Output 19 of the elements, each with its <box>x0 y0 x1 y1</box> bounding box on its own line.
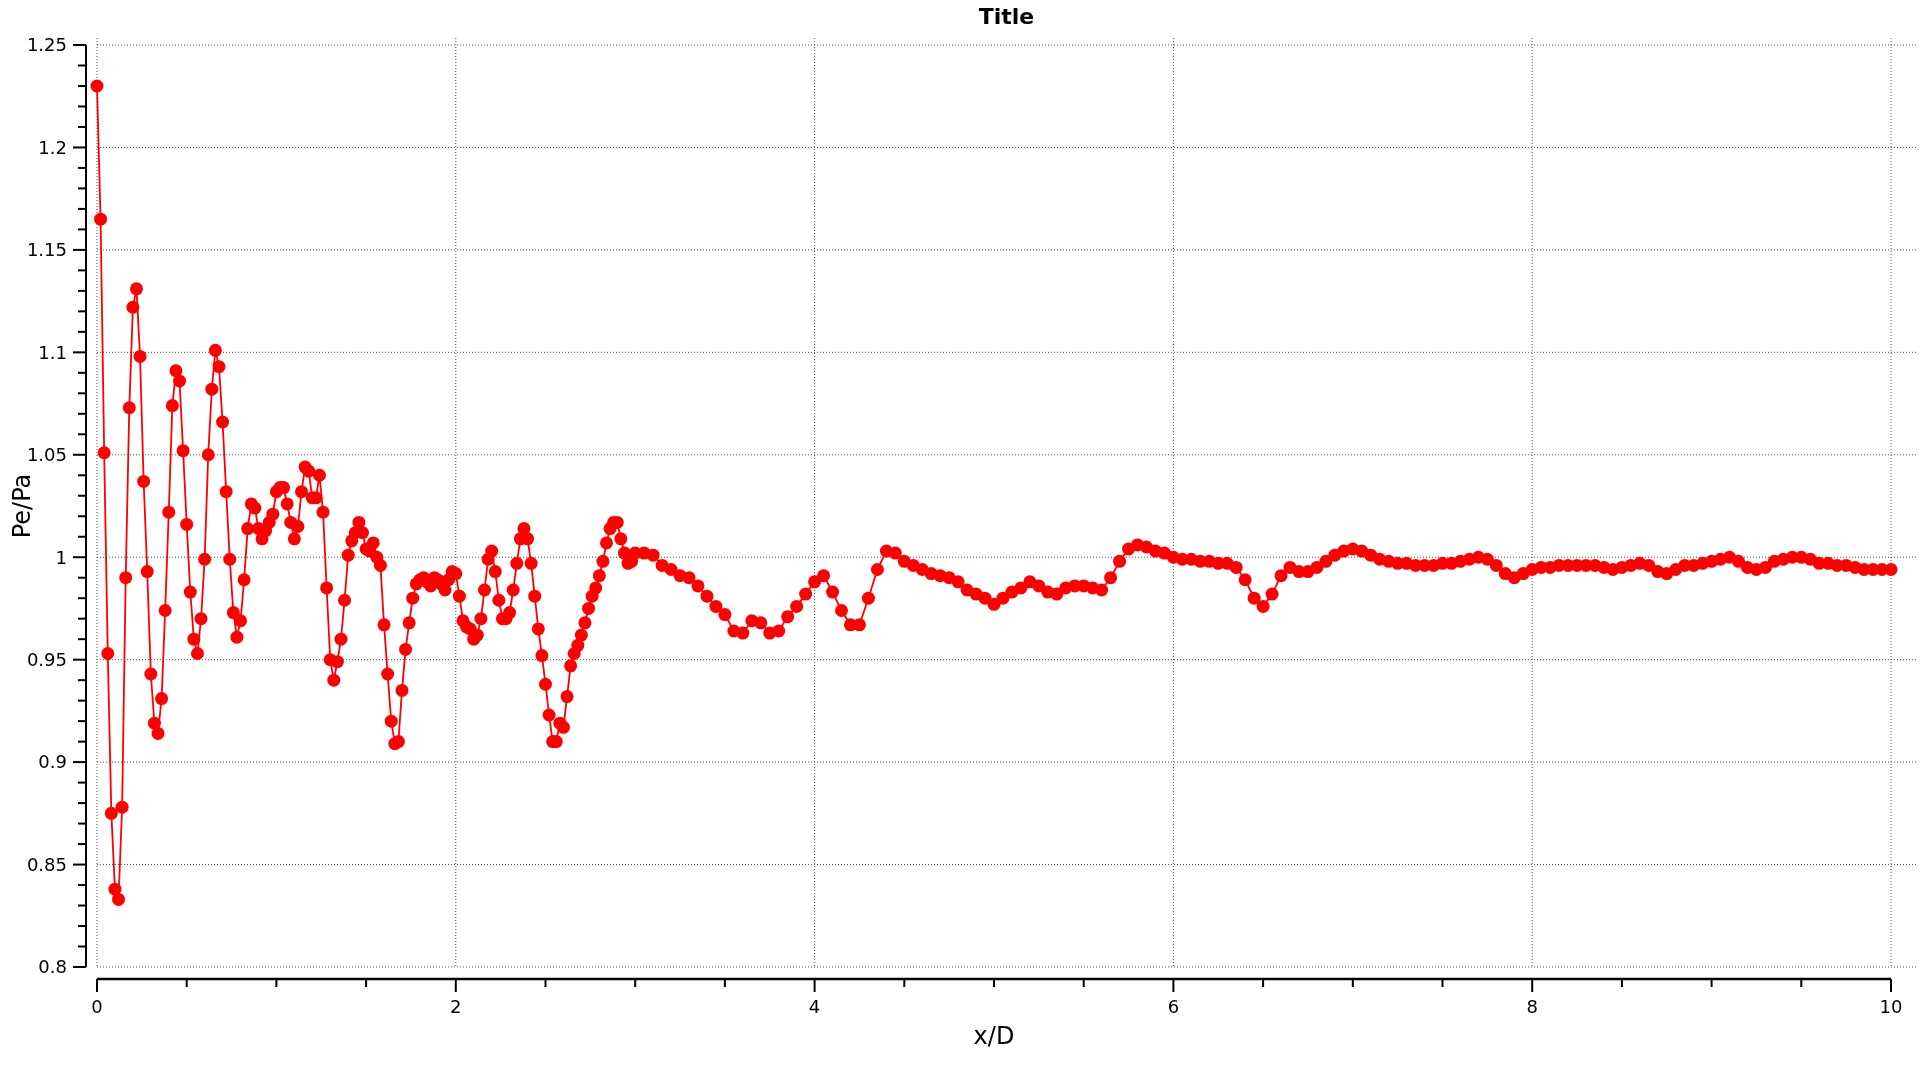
x-tick-label: 2 <box>450 996 462 1018</box>
y-tick-label: 1.25 <box>26 34 67 56</box>
y-tick-label: 0.8 <box>38 956 67 978</box>
y-tick-label: 1.1 <box>38 341 67 363</box>
x-axis-title: x/D <box>973 1022 1015 1051</box>
x-tick-label: 0 <box>91 996 103 1018</box>
x-tick-label: 8 <box>1526 996 1538 1018</box>
y-tick-label: 0.85 <box>26 853 67 875</box>
y-tick-label: 1.15 <box>26 239 67 261</box>
chart-title: Title <box>978 3 1035 29</box>
y-axis-title: Pe/Pa <box>8 473 37 539</box>
y-tick-label: 0.9 <box>38 751 67 773</box>
y-tick-label: 1.2 <box>38 136 67 158</box>
y-tick-label: 1.05 <box>26 444 67 466</box>
x-tick-label: 6 <box>1167 996 1180 1018</box>
y-tick-label: 1 <box>55 546 67 568</box>
y-tick-label: 0.95 <box>26 648 67 670</box>
x-tick-label: 10 <box>1879 996 1903 1018</box>
x-tick-label: 4 <box>808 996 821 1018</box>
